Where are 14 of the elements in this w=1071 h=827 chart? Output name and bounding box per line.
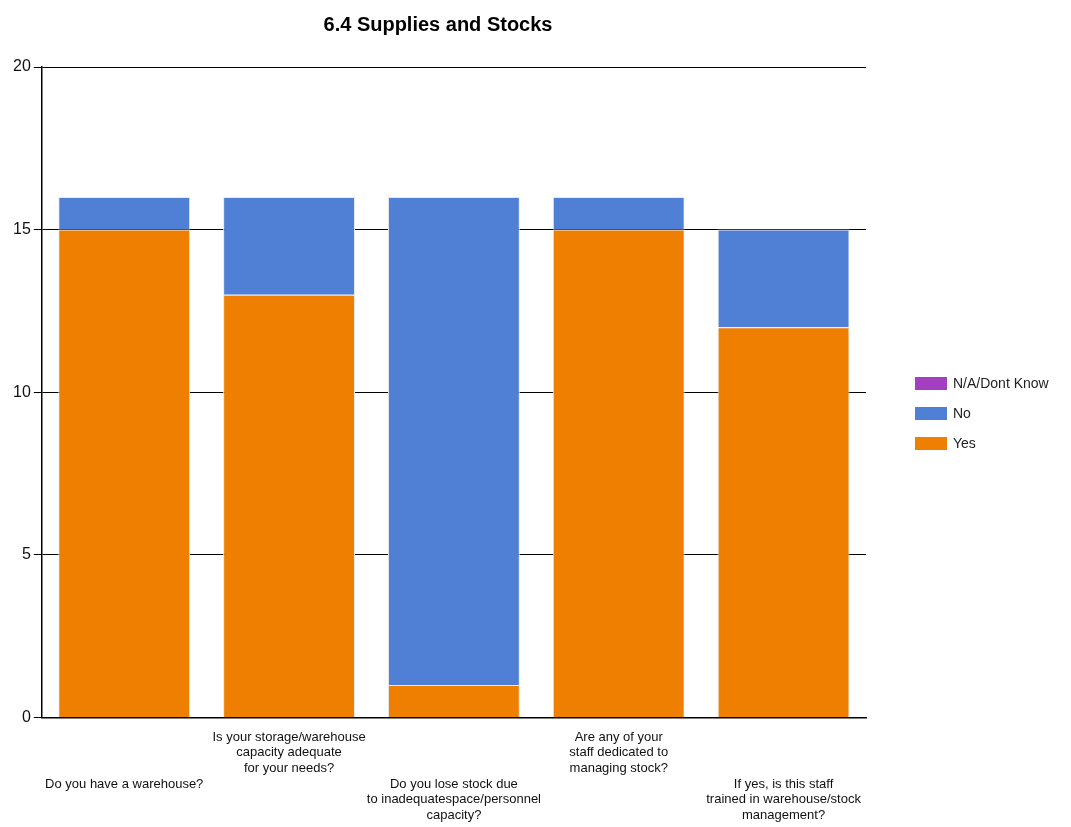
x-tick-label: If yes, is this staff trained in warehouse/stock management? xyxy=(706,775,862,822)
x-tick-label: Is your storage/warehouse capacity adequate for your needs? xyxy=(212,728,366,775)
y-tick-label: 0 xyxy=(21,707,31,725)
legend-label: No xyxy=(953,405,971,421)
y-tick-label: 15 xyxy=(13,220,31,238)
x-tick-label: Are any of your staff dedicated to managing stock? xyxy=(569,728,669,775)
y-tick-label: 5 xyxy=(21,545,31,563)
y-tick-label: 20 xyxy=(13,57,31,75)
x-tick-label: Do you have a warehouse? xyxy=(45,775,204,791)
chart-title: 6.4 Supplies and Stocks xyxy=(323,12,553,35)
legend-label: N/A/Dont Know xyxy=(953,375,1049,391)
x-tick-label: Do you lose stock due to inadequatespace/personnel capacity? xyxy=(366,775,542,822)
legend-label: Yes xyxy=(953,435,976,451)
y-tick-label: 10 xyxy=(13,382,31,400)
